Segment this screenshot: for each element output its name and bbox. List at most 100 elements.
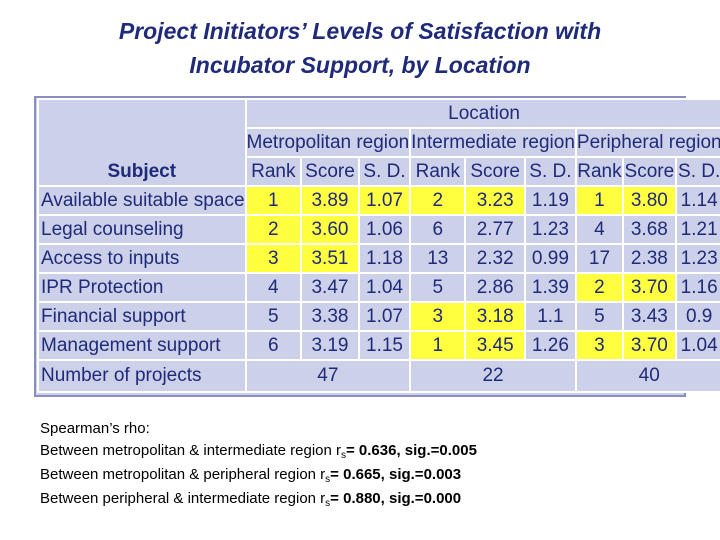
value-cell: 3 xyxy=(409,301,467,332)
value-cell: 2.86 xyxy=(464,272,526,303)
value-cell: 3.43 xyxy=(622,301,677,332)
table-row: Available suitable space 1 3.89 1.07 2 3.23 1.… xyxy=(37,185,720,216)
title-line-1: Project Initiators’ Levels of Satisfacti… xyxy=(118,18,602,44)
region-header-peripheral: Peripheral region xyxy=(574,127,720,158)
spearman-line-prefix: Between metropolitan & peripheral region… xyxy=(40,466,326,483)
notes-heading: Spearman’s rho: xyxy=(40,420,150,437)
projects-count: 22 xyxy=(409,359,577,393)
spearman-line: Between metropolitan & peripheral region… xyxy=(40,464,477,488)
spearman-line-value: = 0.880, sig.=0.000 xyxy=(330,490,462,507)
table-row: Management support 6 3.19 1.15 1 3.45 1.26 3 3.7… xyxy=(37,330,720,361)
value-cell: 1.19 xyxy=(523,185,577,216)
spearman-line-value: = 0.665, sig.=0.003 xyxy=(330,466,462,483)
value-cell: 3.38 xyxy=(300,301,360,332)
value-cell: 1.23 xyxy=(674,243,720,274)
value-cell: 2 xyxy=(244,214,303,245)
subject-cell: Available suitable space xyxy=(37,185,247,216)
col-label-sd: S. D. xyxy=(523,156,577,187)
col-label-rank: Rank xyxy=(574,156,625,187)
value-cell: 5 xyxy=(574,301,625,332)
value-cell: 6 xyxy=(409,214,467,245)
value-cell: 1.39 xyxy=(523,272,577,303)
region-header-intermediate: Intermediate region xyxy=(409,127,577,158)
table-row: Access to inputs 3 3.51 1.18 13 2.32 0.99 17 2.3… xyxy=(37,243,720,274)
value-cell: 1.07 xyxy=(357,301,412,332)
spearman-line-value: = 0.636, sig.=0.005 xyxy=(346,442,477,459)
subject-cell: Financial support xyxy=(37,301,247,332)
projects-count: 47 xyxy=(244,359,412,393)
value-cell: 2 xyxy=(409,185,467,216)
value-cell: 0.9 xyxy=(674,301,720,332)
region-header-metropolitan: Metropolitan region xyxy=(244,127,412,158)
value-cell: 3.68 xyxy=(622,214,677,245)
value-cell: 1.16 xyxy=(674,272,720,303)
value-cell: 4 xyxy=(244,272,303,303)
value-cell: 3.70 xyxy=(622,272,677,303)
value-cell: 5 xyxy=(409,272,467,303)
value-cell: 1.21 xyxy=(674,214,720,245)
spearman-line-subscript: s xyxy=(341,450,346,461)
value-cell: 3.18 xyxy=(464,301,526,332)
value-cell: 1.04 xyxy=(674,330,720,361)
value-cell: 1 xyxy=(409,330,467,361)
subject-cell: Access to inputs xyxy=(37,243,247,274)
value-cell: 3.89 xyxy=(300,185,360,216)
subject-cell: Management support xyxy=(37,330,247,361)
table-row: Legal counseling 2 3.60 1.06 6 2.77 1.23 4 3.68 1… xyxy=(37,214,720,245)
spearman-line: Between metropolitan & intermediate regi… xyxy=(40,440,477,464)
table-row: Financial support 5 3.38 1.07 3 3.18 1.1 5 3.43 0… xyxy=(37,301,720,332)
value-cell: 5 xyxy=(244,301,303,332)
slide-title: Project Initiators’ Levels of Satisfacti… xyxy=(0,14,720,82)
value-cell: 3.23 xyxy=(464,185,526,216)
value-cell: 3 xyxy=(244,243,303,274)
spearman-line-prefix: Between peripheral & intermediate region… xyxy=(40,490,326,507)
value-cell: 2.32 xyxy=(464,243,526,274)
value-cell: 2.77 xyxy=(464,214,526,245)
value-cell: 1.1 xyxy=(523,301,577,332)
spearman-notes: Spearman’s rho: Between metropolitan & i… xyxy=(40,418,477,512)
col-label-rank: Rank xyxy=(244,156,303,187)
value-cell: 1.04 xyxy=(357,272,412,303)
spearman-line-subscript: s xyxy=(325,498,331,509)
projects-label: Number of projects xyxy=(37,359,247,393)
value-cell: 1 xyxy=(574,185,625,216)
value-cell: 0.99 xyxy=(523,243,577,274)
projects-row: Number of projects 47 22 40 xyxy=(37,359,720,393)
value-cell: 2 xyxy=(574,272,625,303)
value-cell: 1.15 xyxy=(357,330,412,361)
value-cell: 1.18 xyxy=(357,243,412,274)
table-row: IPR Protection 4 3.47 1.04 5 2.86 1.39 2 3.70 1.1… xyxy=(37,272,720,303)
value-cell: 3.19 xyxy=(300,330,360,361)
col-label-score: Score xyxy=(300,156,360,187)
location-header: Location xyxy=(244,98,720,129)
value-cell: 13 xyxy=(409,243,467,274)
col-label-sd: S. D. xyxy=(674,156,720,187)
col-label-sd: S. D. xyxy=(357,156,412,187)
title-line-2: Incubator Support, by Location xyxy=(189,52,531,78)
value-cell: 1.26 xyxy=(523,330,577,361)
subject-cell: IPR Protection xyxy=(37,272,247,303)
spearman-line: Between peripheral & intermediate region… xyxy=(40,488,477,512)
col-label-score: Score xyxy=(464,156,526,187)
spearman-line-subscript: s xyxy=(325,474,331,485)
subject-cell: Legal counseling xyxy=(37,214,247,245)
value-cell: 3.80 xyxy=(622,185,677,216)
value-cell: 1.23 xyxy=(523,214,577,245)
col-label-rank: Rank xyxy=(409,156,467,187)
value-cell: 1 xyxy=(244,185,303,216)
value-cell: 3.51 xyxy=(300,243,360,274)
value-cell: 1.14 xyxy=(674,185,720,216)
value-cell: 1.06 xyxy=(357,214,412,245)
satisfaction-table-container: Subject Location Metropolitan region Int… xyxy=(34,96,720,397)
value-cell: 3 xyxy=(574,330,625,361)
value-cell: 4 xyxy=(574,214,625,245)
spearman-line-prefix: Between metropolitan & intermediate regi… xyxy=(40,442,341,459)
value-cell: 1.07 xyxy=(357,185,412,216)
projects-count: 40 xyxy=(574,359,720,393)
value-cell: 3.47 xyxy=(300,272,360,303)
value-cell: 17 xyxy=(574,243,625,274)
col-label-score: Score xyxy=(622,156,677,187)
value-cell: 6 xyxy=(244,330,303,361)
value-cell: 3.45 xyxy=(464,330,526,361)
value-cell: 3.70 xyxy=(622,330,677,361)
